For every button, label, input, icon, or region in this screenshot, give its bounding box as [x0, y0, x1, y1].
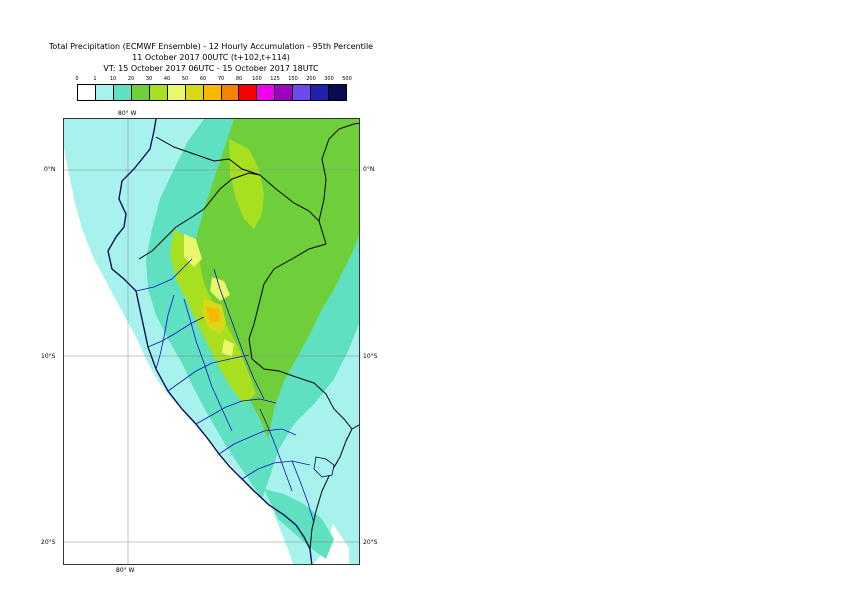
legend-label: 0	[75, 76, 79, 82]
legend-label: 100	[252, 76, 262, 82]
title-line-2: 11 October 2017 00UTC (t+102,t+114)	[132, 53, 290, 62]
map-graticule	[64, 119, 359, 564]
legend-label: 20	[127, 76, 135, 82]
admin-line-5	[218, 428, 297, 455]
legend-labels: 0 1 10 20 30 40 50 60 70 80 100 125 150 200 300 500	[70, 76, 360, 84]
legend-swatch	[329, 85, 347, 100]
legend-swatch	[275, 85, 294, 100]
legend-label: 1	[93, 76, 97, 82]
lat-label-right-20s: 20°S	[363, 539, 378, 546]
admin-line-9	[259, 408, 293, 492]
legend-label: 70	[217, 76, 225, 82]
lon-label-bottom: 80° W	[116, 567, 135, 574]
legend-label: 60	[199, 76, 207, 82]
admin-line-6	[241, 460, 311, 480]
border-peru-colombia	[259, 174, 327, 245]
map-frame	[63, 118, 360, 565]
admin-line-3	[167, 354, 250, 392]
border-peru-brazil	[248, 243, 353, 430]
admin-line-2	[147, 316, 205, 348]
legend-swatch	[239, 85, 258, 100]
legend-label: 200	[306, 76, 316, 82]
admin-line-8	[213, 268, 265, 400]
admin-line-11	[155, 294, 175, 370]
border-bolivia-brazil	[351, 424, 359, 430]
admin-line-4	[195, 398, 277, 425]
precip-band-40mm	[184, 234, 202, 267]
legend-label: 10	[109, 76, 117, 82]
legend-swatch	[257, 85, 276, 100]
legend-swatch	[185, 85, 204, 100]
legend-color-bar	[77, 84, 347, 101]
precipitation-legend: 0 1 10 20 30 40 50 60 70 80 100 125 150 200 300 500	[70, 76, 360, 104]
legend-label: 150	[288, 76, 298, 82]
admin-boundaries	[135, 258, 315, 524]
country-borders	[138, 122, 359, 550]
legend-label: 300	[324, 76, 334, 82]
precipitation-map	[64, 119, 359, 564]
title-line-3: VT: 15 October 2017 06UTC - 15 October 2…	[103, 64, 319, 73]
lon-label-top: 80° W	[118, 110, 137, 117]
precip-band-60mm	[206, 307, 220, 323]
legend-label: 125	[270, 76, 280, 82]
lat-label-left-20s: 20°S	[41, 539, 56, 546]
legend-swatch	[95, 85, 114, 100]
admin-line-1	[135, 258, 193, 292]
precip-band-30mm-b	[229, 139, 264, 229]
border-ecuador-colombia	[155, 136, 261, 176]
border-colombia-brazil	[318, 122, 359, 222]
admin-line-7	[183, 298, 233, 432]
legend-label: 500	[342, 76, 352, 82]
legend-swatch	[311, 85, 330, 100]
lat-label-right-10s: 10°S	[363, 353, 378, 360]
precip-band-40mm-c	[222, 339, 234, 357]
title-line-1: Total Precipitation (ECMWF Ensemble) - 1…	[48, 42, 374, 51]
border-peru-bolivia	[309, 428, 353, 550]
chart-title: Total Precipitation (ECMWF Ensemble) - 1…	[0, 41, 422, 74]
legend-swatch	[293, 85, 312, 100]
legend-label: 40	[163, 76, 171, 82]
lat-label-left-0: 0°N	[44, 166, 56, 173]
legend-swatch	[203, 85, 222, 100]
lake-titicaca	[313, 456, 335, 478]
border-ecuador-peru	[138, 172, 261, 260]
legend-swatch	[167, 85, 186, 100]
legend-swatch	[149, 85, 168, 100]
legend-swatch	[131, 85, 150, 100]
legend-swatch	[78, 85, 96, 100]
legend-swatch	[221, 85, 240, 100]
legend-label: 30	[145, 76, 153, 82]
legend-label: 50	[181, 76, 189, 82]
precip-band-10mm-south	[264, 489, 334, 559]
legend-swatch	[113, 85, 132, 100]
lat-label-left-10s: 10°S	[41, 353, 56, 360]
lat-label-right-0: 0°N	[363, 166, 375, 173]
admin-line-10	[291, 460, 315, 524]
legend-label: 80	[235, 76, 243, 82]
